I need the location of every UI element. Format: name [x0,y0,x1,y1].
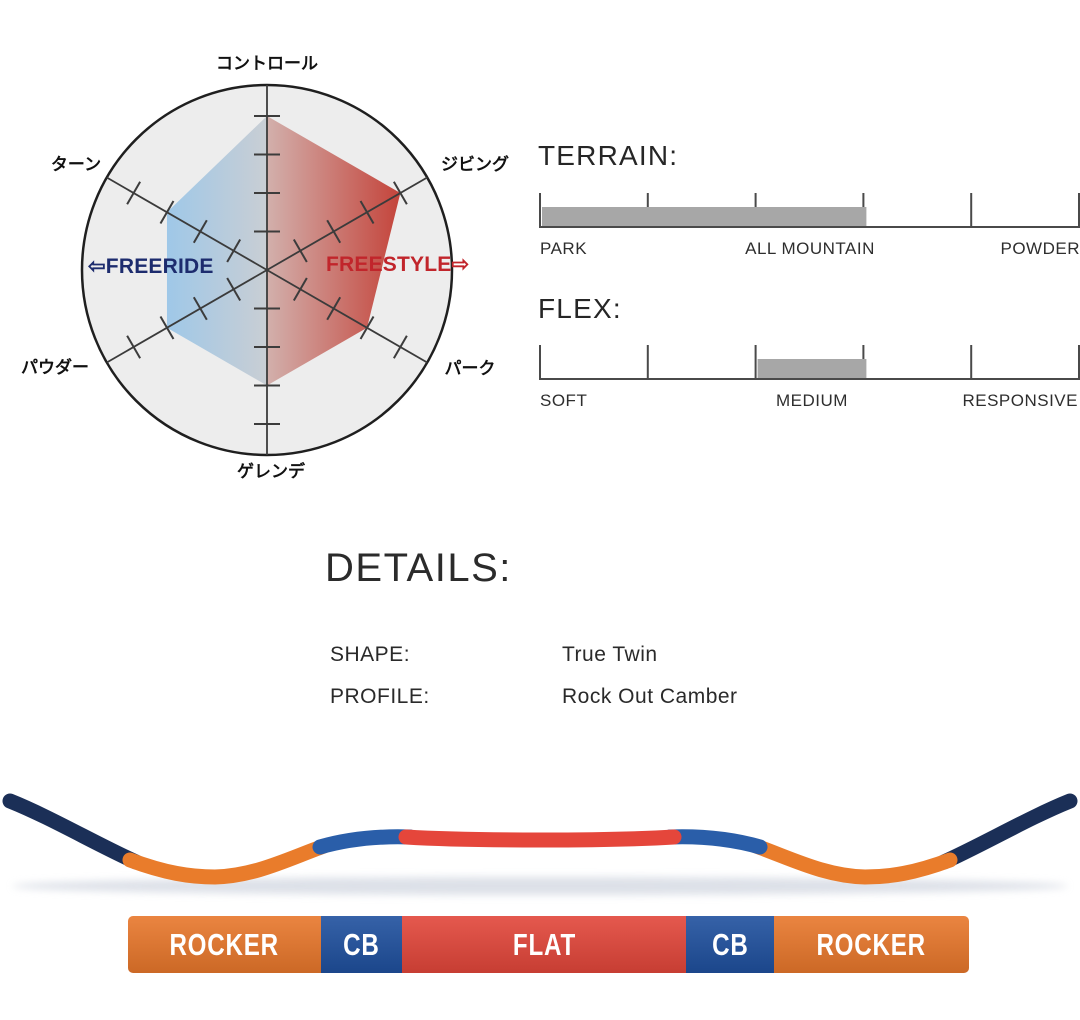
freestyle-text: FREESTYLE [326,253,452,276]
terrain-scale [539,193,1080,228]
profile-label: PROFILE: [330,685,430,708]
radar-tick [192,296,208,321]
profile-segment-label: CB [343,926,380,962]
board-shadow [12,877,1068,895]
shape-label: SHAPE: [330,643,411,666]
terrain-label-park: PARK [540,239,588,258]
radar-tick [359,315,375,340]
terrain-title: TERRAIN: [538,140,679,171]
flex-scale [539,345,1080,380]
board-rocker-left [122,838,332,885]
board-camber-right [662,829,768,855]
radar-label-jibbing: ジビング [441,155,509,174]
board-camber-left [312,829,418,855]
camber-profile-bar: ROCKER CB FLAT CB ROCKER [128,916,969,973]
board-flat-center [398,829,682,848]
scale-fill-bar [757,359,867,378]
profile-value: Rock Out Camber [562,685,738,708]
profile-segment-cb: CB [320,916,403,973]
board-rocker-right [748,838,958,885]
profile-segment-rocker: ROCKER [773,916,969,973]
radar-tick [326,296,342,321]
profile-segment-label: ROCKER [816,926,927,962]
right-arrow-icon: ⇨ [451,253,470,276]
terrain-label-all-mountain: ALL MOUNTAIN [745,239,875,258]
radar-tick [393,335,408,359]
radar-tick [326,219,342,244]
radar-freestyle-area [267,116,401,386]
profile-segment-rocker: ROCKER [128,916,321,973]
radar-tick [393,181,408,205]
flex-title: FLEX: [538,293,622,324]
profile-segment-label: CB [711,926,749,962]
radar-tick [126,335,141,359]
radar-label-groomed-run: ゲレンデ [237,462,305,481]
radar-tick [359,200,375,225]
scale-fill-bar [542,207,867,226]
profile-segment-cb: CB [686,916,775,973]
flex-label-medium: MEDIUM [776,391,848,410]
profile-segment-label: ROCKER [169,926,280,962]
radar-tick [292,238,308,263]
board-tip-left [2,793,144,870]
radar-tick [226,238,242,263]
radar-label-powder: パウダー [21,358,89,377]
radar-label-park: パーク [444,359,496,378]
shape-value: True Twin [562,643,658,666]
radar-freeride-area [166,116,267,386]
radar-ticks [126,115,408,425]
radar-label-control: コントロール [216,54,318,73]
radar-tick [159,315,175,340]
radar-fill-areas [166,116,401,386]
flex-label-responsive: RESPONSIVE [962,391,1078,410]
radar-label-turn: ターン [50,155,102,174]
board-profile [2,793,1078,885]
freestyle-label: FREESTYLE⇨ [326,252,469,277]
profile-segment-flat: FLAT [402,916,687,973]
radar-tick [126,181,141,205]
details-title: DETAILS: [325,546,512,590]
radar-tick [159,200,175,225]
left-arrow-icon: ⇦ [88,255,106,278]
radar-axis-diag-down [106,176,428,364]
profile-segment-label: FLAT [512,926,576,962]
terrain-label-powder: POWDER [1000,239,1080,258]
flex-label-soft: SOFT [540,391,588,410]
radar-tick [192,219,208,244]
board-tip-right [936,793,1078,870]
radar-tick [226,277,242,302]
freeride-label: ⇦FREERIDE [88,254,214,279]
freeride-text: FREERIDE [105,255,214,278]
radar-axes [106,85,428,455]
radar-tick [292,277,308,302]
